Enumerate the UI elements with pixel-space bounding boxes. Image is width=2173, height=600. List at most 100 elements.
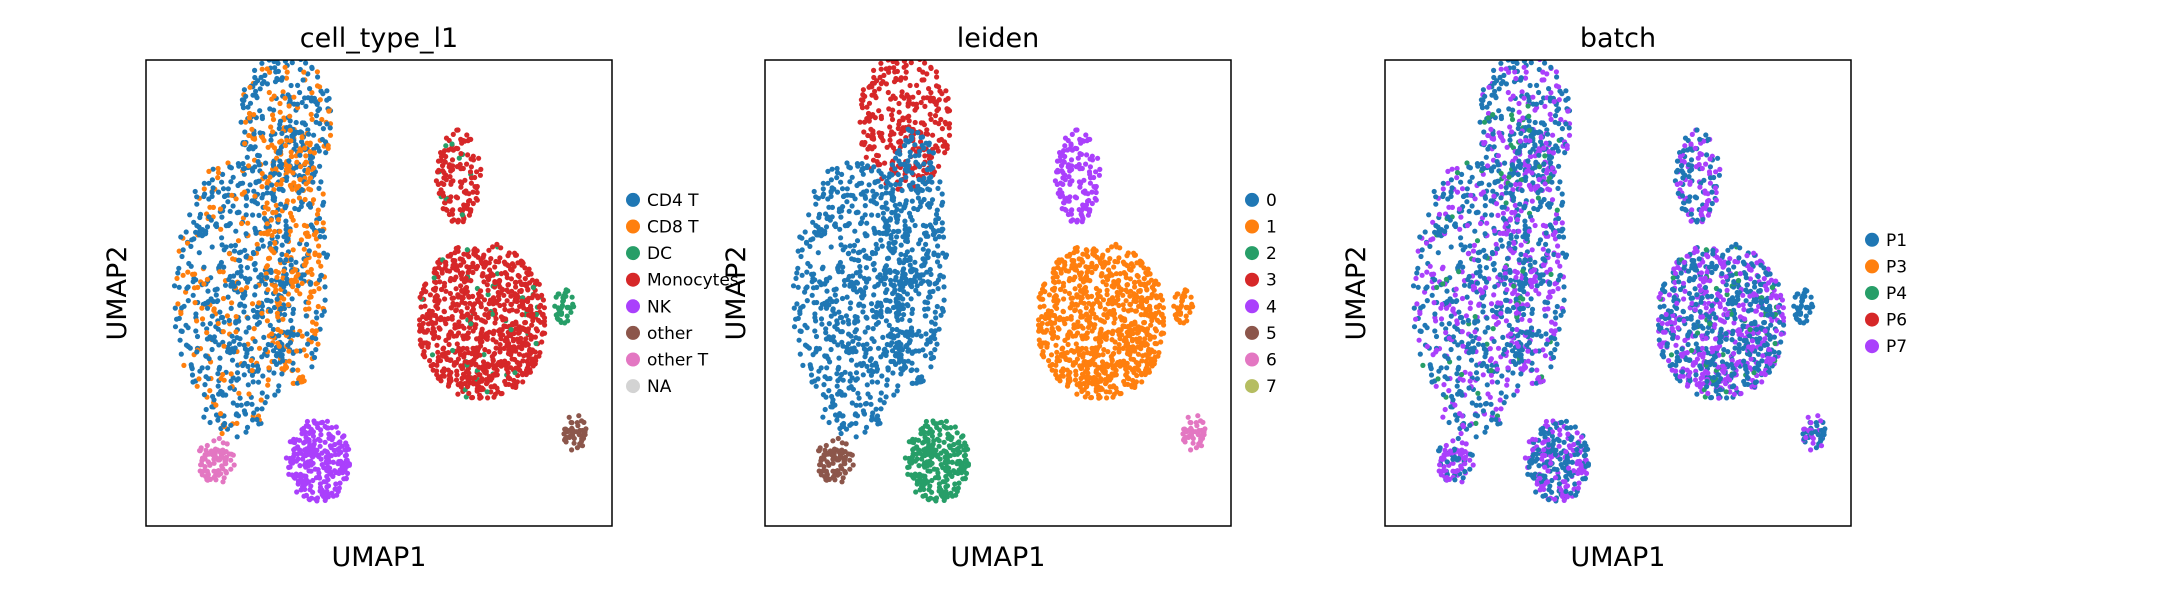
umap-point [318, 263, 324, 269]
umap-point [224, 313, 230, 319]
umap-point [946, 465, 952, 471]
umap-point [256, 212, 262, 218]
umap-point [936, 163, 942, 169]
umap-point [459, 287, 465, 294]
umap-point [1086, 197, 1092, 204]
umap-point [301, 262, 307, 268]
umap-point [247, 100, 254, 106]
umap-point [315, 303, 321, 310]
umap-point [336, 485, 342, 491]
umap-point [313, 309, 319, 315]
umap-point [333, 424, 339, 430]
umap-point [820, 281, 826, 287]
umap-point [891, 228, 897, 235]
umap-point [929, 197, 936, 203]
umap-point [904, 168, 910, 174]
umap-point [920, 69, 926, 75]
umap-point [310, 429, 316, 435]
umap-point [262, 174, 268, 180]
umap-point [824, 474, 830, 481]
umap-point [864, 220, 870, 226]
umap-point [908, 186, 914, 192]
umap-point [579, 443, 586, 449]
umap-point [310, 165, 317, 171]
umap-point [939, 191, 945, 197]
umap-point [271, 370, 277, 376]
umap-point [924, 341, 930, 347]
umap-point [824, 299, 830, 305]
umap-point [317, 163, 323, 169]
umap-point [1066, 162, 1072, 168]
umap-point [205, 376, 211, 382]
umap-point [423, 315, 429, 322]
umap-point [871, 267, 878, 273]
umap-point [898, 161, 904, 167]
umap-point [839, 447, 845, 453]
umap-point [497, 327, 503, 333]
umap-point [281, 284, 287, 290]
umap-point [292, 475, 298, 481]
umap-point [827, 217, 833, 223]
umap-point [240, 102, 246, 108]
umap-point [839, 371, 845, 378]
umap-point [948, 490, 954, 496]
umap-point [464, 161, 470, 167]
umap-point [928, 64, 934, 70]
umap-point [902, 257, 908, 263]
umap-point [303, 181, 309, 187]
umap-point [860, 309, 866, 315]
umap-point [314, 315, 320, 321]
umap-point [235, 376, 241, 382]
umap-point [286, 358, 292, 364]
umap-point [298, 148, 304, 154]
umap-point [820, 392, 827, 398]
umap-point [878, 406, 884, 412]
umap-point [927, 111, 933, 117]
umap-point [327, 125, 333, 131]
umap-point [823, 442, 829, 449]
umap-point [523, 336, 529, 342]
umap-point [235, 238, 242, 244]
umap-point [446, 341, 452, 348]
umap-point [460, 314, 467, 320]
umap-point [1083, 132, 1089, 138]
umap-point [322, 439, 328, 445]
umap-point [941, 284, 947, 290]
umap-point [864, 104, 870, 110]
umap-point [191, 219, 197, 225]
umap-point [268, 190, 274, 196]
umap-point [1074, 127, 1080, 133]
umap-point [865, 391, 871, 397]
umap-point [862, 119, 868, 125]
umap-point [325, 483, 332, 489]
umap-point [532, 349, 538, 355]
umap-point [215, 417, 221, 423]
cluster-bottomLeft [816, 435, 856, 485]
umap-point [230, 203, 236, 209]
umap-point [230, 452, 236, 458]
umap-point [881, 400, 887, 406]
umap-point [903, 49, 908, 54]
umap-point [431, 275, 437, 281]
umap-point [254, 416, 260, 423]
umap-point [474, 315, 480, 321]
umap-point [881, 347, 887, 353]
umap-point [295, 332, 301, 338]
umap-point [569, 294, 575, 300]
umap-point [268, 217, 274, 223]
umap-point [804, 269, 810, 275]
umap-point [209, 177, 215, 183]
umap-point [871, 193, 877, 199]
umap-point [317, 438, 323, 444]
umap-point [225, 222, 232, 229]
umap-point [895, 333, 901, 339]
umap-point [1073, 195, 1080, 201]
umap-point [893, 75, 899, 82]
umap-point [1083, 202, 1090, 208]
legend-marker [626, 379, 640, 394]
umap-point [251, 410, 257, 416]
umap-point [848, 300, 854, 306]
umap-point [569, 447, 575, 453]
umap-point [826, 388, 832, 394]
umap-point [855, 318, 861, 324]
